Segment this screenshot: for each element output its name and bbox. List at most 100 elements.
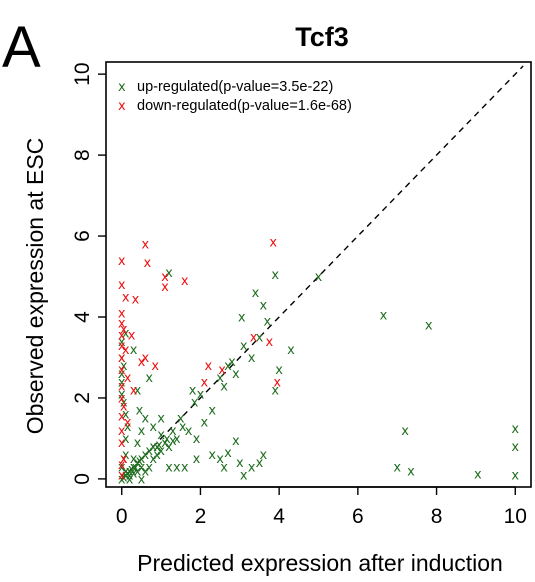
data-point-up: x [130, 343, 138, 358]
data-point-up: x [275, 363, 283, 378]
data-point-up: x [118, 460, 126, 475]
data-point-up: x [271, 383, 279, 398]
data-point-up: x [120, 470, 128, 485]
data-point-up: x [238, 311, 246, 326]
data-point-up: x [138, 424, 146, 439]
data-point-up: x [380, 308, 388, 323]
data-point-up: x [256, 331, 264, 346]
data-point-up: x [224, 446, 232, 461]
data-point-down: x [273, 375, 281, 390]
data-point-down: x [138, 355, 146, 370]
data-point-up: x [474, 468, 482, 483]
y-tick-label: 0 [71, 473, 94, 485]
data-point-up: x [185, 424, 193, 439]
x-tick-label: 0 [116, 505, 128, 528]
panel-letter: A [2, 15, 41, 80]
data-point-up: x [193, 452, 201, 467]
data-point-up: x [157, 428, 165, 443]
data-point-down: x [265, 335, 273, 350]
data-point-up: x [122, 432, 130, 447]
y-tick-label: 6 [71, 230, 94, 242]
data-point-up: x [130, 460, 138, 475]
data-point-down: x [118, 317, 126, 332]
data-point-up: x [315, 270, 323, 285]
data-point-up: x [240, 468, 248, 483]
data-point-up: x [149, 420, 157, 435]
y-tick-label: 8 [71, 149, 94, 161]
data-point-up: x [130, 466, 138, 481]
data-point-up: x [271, 268, 279, 283]
y-tick-label: 10 [71, 62, 94, 85]
data-point-up: x [260, 298, 268, 313]
legend-marker-down: x [118, 99, 126, 114]
data-point-down: x [120, 400, 128, 415]
data-point-down: x [218, 363, 226, 378]
data-point-up: x [124, 420, 132, 435]
data-point-up: x [224, 359, 232, 374]
data-point-up: x [256, 456, 264, 471]
data-point-down: x [142, 351, 150, 366]
data-point-up: x [134, 383, 142, 398]
data-point-up: x [118, 472, 126, 487]
data-point-down: x [204, 359, 212, 374]
data-point-up: x [393, 460, 401, 475]
data-point-down: x [143, 256, 151, 271]
data-point-up: x [208, 404, 216, 419]
data-point-up: x [124, 466, 132, 481]
data-point-up: x [401, 424, 409, 439]
data-point-up: x [425, 319, 433, 334]
data-point-down: x [118, 329, 126, 344]
data-point-up: x [118, 367, 126, 382]
data-point-up: x [126, 464, 134, 479]
data-point-up: x [232, 367, 240, 382]
data-point-up: x [126, 472, 134, 487]
data-point-up: x [189, 383, 197, 398]
data-point-up: x [142, 464, 150, 479]
data-point-up: x [165, 266, 173, 281]
data-point-up: x [128, 462, 136, 477]
data-point-up: x [177, 412, 185, 427]
data-point-up: x [145, 371, 153, 386]
data-point-up: x [118, 375, 126, 390]
data-point-up: x [136, 454, 144, 469]
data-point-up: x [511, 422, 519, 437]
data-point-up: x [169, 424, 177, 439]
data-point-down: x [122, 290, 130, 305]
data-point-down: x [124, 371, 132, 386]
data-point-up: x [120, 452, 128, 467]
data-point-up: x [122, 327, 130, 342]
data-point-down: x [151, 359, 159, 374]
legend-label-up: up-regulated(p-value=3.5e-22) [137, 79, 333, 95]
data-point-up: x [157, 444, 165, 459]
data-point-down: x [269, 236, 277, 251]
data-point-down: x [120, 323, 128, 338]
data-point-down: x [124, 416, 132, 431]
data-point-up: x [120, 396, 128, 411]
data-point-up: x [122, 448, 130, 463]
data-point-up: x [216, 452, 224, 467]
legend-marker-up: x [118, 80, 126, 95]
data-point-up: x [155, 438, 163, 453]
x-tick-label: 4 [273, 505, 285, 528]
data-point-up: x [248, 351, 256, 366]
data-point-down: x [132, 292, 140, 307]
data-point-up: x [165, 460, 173, 475]
data-point-down: x [118, 468, 126, 483]
x-tick-label: 6 [352, 505, 364, 528]
diagonal-reference-line [121, 65, 524, 480]
data-point-up: x [228, 355, 236, 370]
data-point-up: x [142, 412, 150, 427]
data-point-up: x [145, 444, 153, 459]
x-tick-label: 10 [504, 505, 527, 528]
data-point-up: x [153, 440, 161, 455]
data-point-up: x [201, 416, 209, 431]
data-point-up: x [138, 460, 146, 475]
data-point-up: x [118, 387, 126, 402]
x-tick-label: 8 [431, 505, 443, 528]
data-point-up: x [169, 434, 177, 449]
data-point-up: x [236, 456, 244, 471]
data-point-down: x [161, 270, 169, 285]
